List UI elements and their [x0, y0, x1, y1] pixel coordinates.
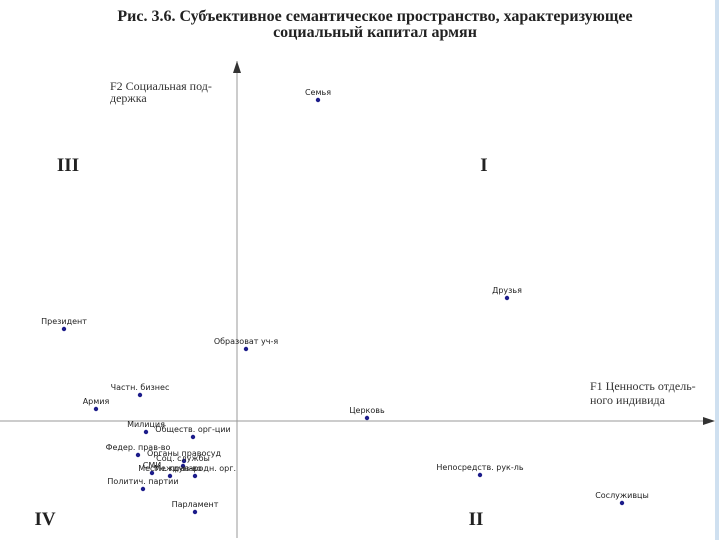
data-point — [192, 473, 198, 479]
point-label: Семья — [305, 88, 331, 97]
data-point — [192, 509, 198, 515]
data-point — [619, 500, 625, 506]
point-label: Парламент — [172, 500, 219, 509]
point-label: Соц. службы — [156, 454, 210, 463]
data-point — [143, 429, 149, 435]
point-label: Армия — [83, 397, 110, 406]
data-point — [243, 346, 249, 352]
data-point — [149, 470, 155, 476]
quadrant-label: I — [480, 155, 487, 176]
data-point — [140, 486, 146, 492]
point-label: Президент — [41, 317, 87, 326]
quadrant-label: III — [57, 155, 79, 176]
quadrant-label: IV — [34, 509, 55, 530]
y-arrow — [233, 61, 241, 73]
data-point — [190, 434, 196, 440]
x-axis-label: ного индивида — [590, 393, 666, 407]
point-label: Федер. прав-во — [106, 443, 171, 452]
data-point — [135, 452, 141, 458]
y-axis-label: F2 Социальная под- — [110, 79, 212, 93]
point-label: Частн. бизнес — [111, 383, 170, 392]
data-point — [504, 295, 510, 301]
point-label: Обществ. орг-ции — [155, 425, 230, 434]
x-axis-label: F1 Ценность отдель- — [590, 379, 696, 393]
quadrant-label: II — [469, 509, 484, 530]
point-label: Непосредств. рук-ль — [436, 463, 523, 472]
point-label: Органы правосуд — [147, 449, 222, 458]
point-label: Милиция — [127, 420, 165, 429]
data-point — [93, 406, 99, 412]
data-point — [180, 463, 186, 469]
data-point — [61, 326, 67, 332]
point-label: Друзья — [492, 286, 522, 295]
data-point — [364, 415, 370, 421]
point-label: Политич. партии — [107, 477, 178, 486]
point-label: Местн. прав-во — [138, 464, 202, 473]
point-label: Международн. орг. — [154, 464, 236, 473]
point-label: Образоват уч-я — [214, 337, 279, 346]
data-point — [167, 473, 173, 479]
x-arrow — [703, 417, 715, 425]
point-label: Сослуживцы — [595, 491, 649, 500]
y-axis-label: держка — [110, 91, 147, 105]
data-point — [477, 472, 483, 478]
chart-title: социальный капитал армян — [273, 24, 477, 41]
point-label: СМИ — [143, 461, 161, 470]
data-point — [181, 458, 187, 464]
point-label: Церковь — [349, 406, 385, 415]
data-point — [137, 392, 143, 398]
data-point — [315, 97, 321, 103]
chart-title: Рис. 3.6. Субъективное семантическое про… — [117, 8, 632, 25]
